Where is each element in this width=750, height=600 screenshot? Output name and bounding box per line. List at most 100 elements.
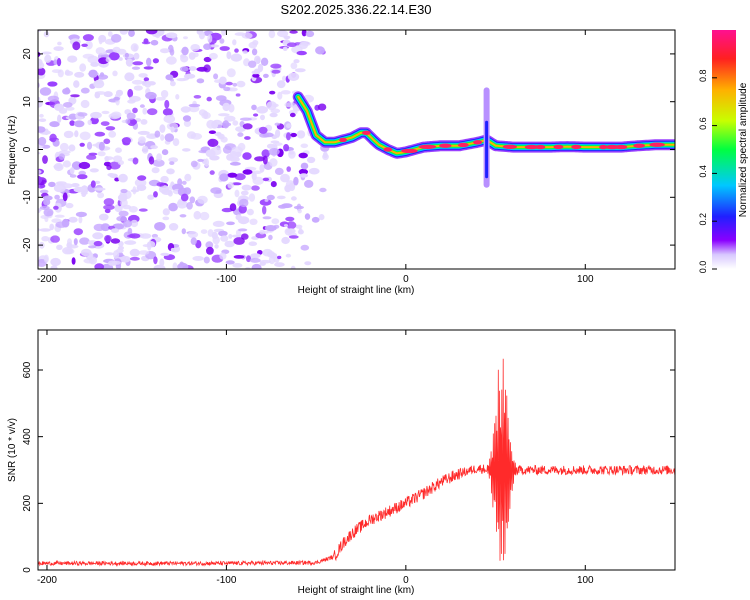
noise-blob — [68, 216, 78, 223]
noise-blob — [161, 189, 173, 195]
noise-blob — [269, 112, 278, 118]
noise-blob — [70, 94, 80, 98]
noise-blob — [54, 103, 64, 111]
noise-blob — [197, 195, 208, 204]
noise-blob — [219, 173, 229, 182]
noise-blob — [67, 55, 78, 63]
noise-blob — [168, 223, 179, 231]
noise-blob — [160, 134, 165, 141]
noise-blob — [260, 57, 269, 66]
noise-blob — [223, 86, 231, 92]
noise-blob — [129, 233, 141, 239]
noise-blob — [205, 149, 216, 158]
noise-blob — [129, 95, 141, 102]
noise-blob — [209, 32, 222, 41]
noise-blob — [131, 66, 141, 70]
noise-blob — [142, 107, 148, 115]
y-tick-label: 200 — [22, 495, 33, 512]
noise-blob — [105, 126, 116, 131]
noise-blob — [38, 96, 41, 103]
noise-blob — [53, 46, 64, 51]
noise-blob — [286, 221, 297, 230]
noise-blob — [249, 257, 261, 263]
noise-blob — [43, 254, 49, 263]
snr-frame — [37, 329, 676, 571]
noise-blob — [56, 244, 63, 250]
noise-blob — [65, 106, 75, 111]
noise-blob — [186, 202, 193, 210]
noise-blob — [152, 58, 159, 64]
noise-blob — [263, 73, 269, 78]
ridge-peak — [649, 142, 665, 147]
noise-blob — [248, 241, 258, 246]
noise-blob — [145, 91, 157, 100]
noise-blob — [106, 164, 112, 171]
noise-blob — [306, 156, 316, 164]
noise-blob — [100, 121, 110, 126]
noise-blob — [261, 149, 270, 158]
noise-blob — [59, 150, 71, 155]
noise-blob — [133, 44, 138, 52]
noise-blob — [234, 48, 239, 53]
noise-blob — [103, 138, 111, 145]
noise-blob — [51, 69, 62, 73]
noise-blob — [219, 38, 225, 44]
ridge-peak — [553, 144, 564, 150]
noise-blob — [182, 148, 191, 152]
noise-blob — [298, 227, 303, 234]
noise-blob — [88, 69, 98, 78]
noise-blob — [288, 235, 299, 239]
noise-blob — [164, 99, 170, 109]
noise-blob — [315, 46, 325, 55]
noise-blob — [98, 141, 105, 151]
noise-blob — [132, 186, 137, 195]
noise-blob — [79, 237, 90, 245]
noise-blob — [257, 250, 263, 255]
noise-blob — [78, 170, 86, 176]
noise-blob — [47, 95, 60, 102]
noise-blob — [233, 237, 245, 245]
noise-blob — [232, 120, 239, 126]
noise-blob — [248, 193, 256, 202]
noise-blob — [209, 170, 215, 175]
noise-blob — [145, 30, 158, 35]
noise-blob — [138, 136, 146, 144]
noise-blob — [254, 156, 266, 162]
noise-blob — [154, 130, 161, 138]
noise-blob — [192, 256, 204, 261]
noise-blob — [271, 218, 280, 225]
noise-blob — [187, 231, 199, 239]
noise-blob — [118, 57, 123, 61]
y-tick-label: 0 — [22, 146, 33, 152]
noise-blob — [166, 168, 175, 175]
noise-blob — [38, 118, 47, 122]
ridge-peak — [362, 130, 371, 135]
noise-blob — [305, 30, 315, 38]
noise-blob — [252, 73, 260, 78]
noise-blob — [112, 46, 121, 53]
noise-blob — [269, 90, 276, 95]
noise-blob — [311, 216, 320, 223]
noise-blob — [119, 30, 128, 35]
noise-blob — [80, 87, 90, 94]
noise-blob — [223, 115, 236, 122]
noise-blob — [176, 78, 187, 82]
noise-blob — [183, 119, 191, 127]
noise-blob — [282, 46, 288, 51]
noise-blob — [48, 181, 56, 188]
x-tick-label: -100 — [216, 575, 236, 586]
noise-blob — [69, 174, 77, 178]
noise-blob — [89, 168, 99, 173]
ridge-peak — [418, 144, 437, 149]
noise-blob — [278, 204, 288, 209]
noise-blob — [234, 173, 246, 181]
noise-blob — [290, 265, 296, 269]
noise-blob — [181, 180, 187, 185]
noise-blob — [94, 180, 101, 184]
ridge-peak — [401, 148, 418, 154]
noise-blob — [57, 41, 62, 46]
noise-blob — [206, 119, 216, 129]
noise-blob — [264, 225, 277, 232]
noise-blob — [126, 112, 136, 120]
noise-blob — [147, 242, 152, 251]
